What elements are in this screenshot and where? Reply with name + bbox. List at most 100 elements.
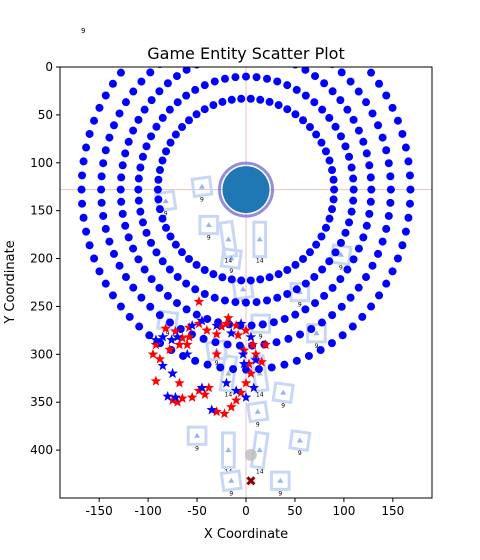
ring — [77, 6, 415, 374]
ring-point — [336, 238, 345, 247]
ring-point — [142, 142, 151, 151]
ring-point — [305, 123, 314, 132]
star-point — [211, 320, 222, 331]
ring-point — [200, 290, 209, 299]
ring-point — [134, 196, 143, 205]
ring-point — [327, 339, 336, 348]
ring-point — [135, 49, 143, 57]
ring-point — [166, 318, 175, 327]
y-tick-label: 200 — [30, 252, 53, 266]
ring-point — [162, 223, 171, 232]
ring-point — [101, 146, 110, 155]
ring-point — [242, 365, 250, 374]
ring-point — [101, 91, 110, 100]
ring-point — [296, 330, 305, 339]
star-point — [162, 390, 173, 401]
ring-point — [388, 267, 397, 276]
star-point — [216, 321, 227, 332]
ring-point — [386, 198, 395, 207]
star-point — [219, 408, 230, 419]
entity-triangle — [256, 447, 263, 453]
ring-point — [191, 85, 200, 94]
ring-point — [384, 159, 393, 168]
x-mark — [246, 476, 256, 486]
ring-point — [142, 228, 151, 237]
ring-point — [366, 197, 375, 206]
ring-point — [211, 33, 219, 41]
star-point — [243, 358, 255, 369]
ring-point — [263, 74, 272, 83]
ring-point — [118, 209, 127, 218]
star-point — [150, 334, 162, 345]
ring-point — [354, 126, 363, 135]
ring-point — [349, 115, 358, 124]
ring-point — [99, 159, 108, 168]
entity-label: 9 — [195, 445, 199, 452]
ring-point — [115, 109, 124, 118]
star-point — [167, 367, 178, 378]
ring-point — [331, 248, 340, 257]
ring-point — [129, 87, 138, 96]
ring-point — [325, 113, 334, 122]
x-tick-label: -100 — [134, 504, 161, 518]
ring-point — [382, 91, 391, 100]
ring-point — [155, 283, 164, 292]
entity-label: 9 — [298, 302, 302, 309]
entity-frame — [271, 381, 295, 405]
ring-point — [321, 147, 330, 156]
y-axis-label: Y Coordinate — [3, 240, 18, 324]
central-entity — [222, 166, 270, 214]
ring-point — [134, 255, 143, 264]
ring-point — [105, 237, 114, 246]
entity-frame — [219, 247, 243, 271]
ring-point — [204, 11, 212, 19]
entity-marker: 9 — [246, 400, 270, 428]
ring-point — [401, 227, 410, 236]
x-axis-label: X Coordinate — [204, 527, 288, 542]
ring-point — [292, 285, 301, 294]
entity-frame — [190, 175, 214, 199]
ring-point — [165, 105, 174, 114]
ring-point — [109, 121, 118, 130]
star-point — [221, 377, 232, 388]
star-point — [256, 356, 267, 367]
ring-point — [242, 6, 250, 14]
ring-point — [252, 298, 261, 307]
ring-point — [134, 174, 143, 183]
ring-point — [85, 241, 94, 250]
bottom-x-marker — [246, 476, 256, 486]
entity-label: 9 — [259, 333, 263, 340]
star-point — [248, 382, 260, 393]
ring-point — [129, 244, 138, 253]
ring-point — [184, 116, 193, 125]
ring-point — [291, 260, 300, 269]
star-point — [183, 331, 195, 342]
ring-point — [336, 96, 345, 105]
star-point — [196, 382, 208, 393]
ring-point — [200, 265, 209, 274]
ring-point — [406, 185, 415, 194]
entity-marker: 9 — [190, 175, 214, 203]
star-point — [164, 344, 175, 354]
ring-point — [374, 249, 383, 258]
ring-point — [382, 279, 391, 288]
ring-point — [325, 156, 334, 165]
ring-point — [199, 334, 208, 343]
ring-point — [280, 360, 289, 369]
ring-point — [248, 30, 256, 38]
ring-point — [336, 275, 345, 284]
ring-point — [179, 19, 187, 27]
ring-point — [79, 213, 88, 222]
ring-point — [398, 129, 407, 138]
entity-marker: 9 — [269, 470, 291, 497]
ring-point — [301, 67, 310, 74]
star-point — [150, 339, 162, 350]
ring-point — [78, 199, 87, 208]
ring-point — [158, 214, 167, 223]
entity-label: 14 — [256, 468, 264, 475]
entity-label: 9 — [339, 264, 343, 271]
entity-marker: 9 — [219, 247, 243, 275]
ring-point — [166, 138, 175, 147]
ring-point — [82, 143, 91, 152]
